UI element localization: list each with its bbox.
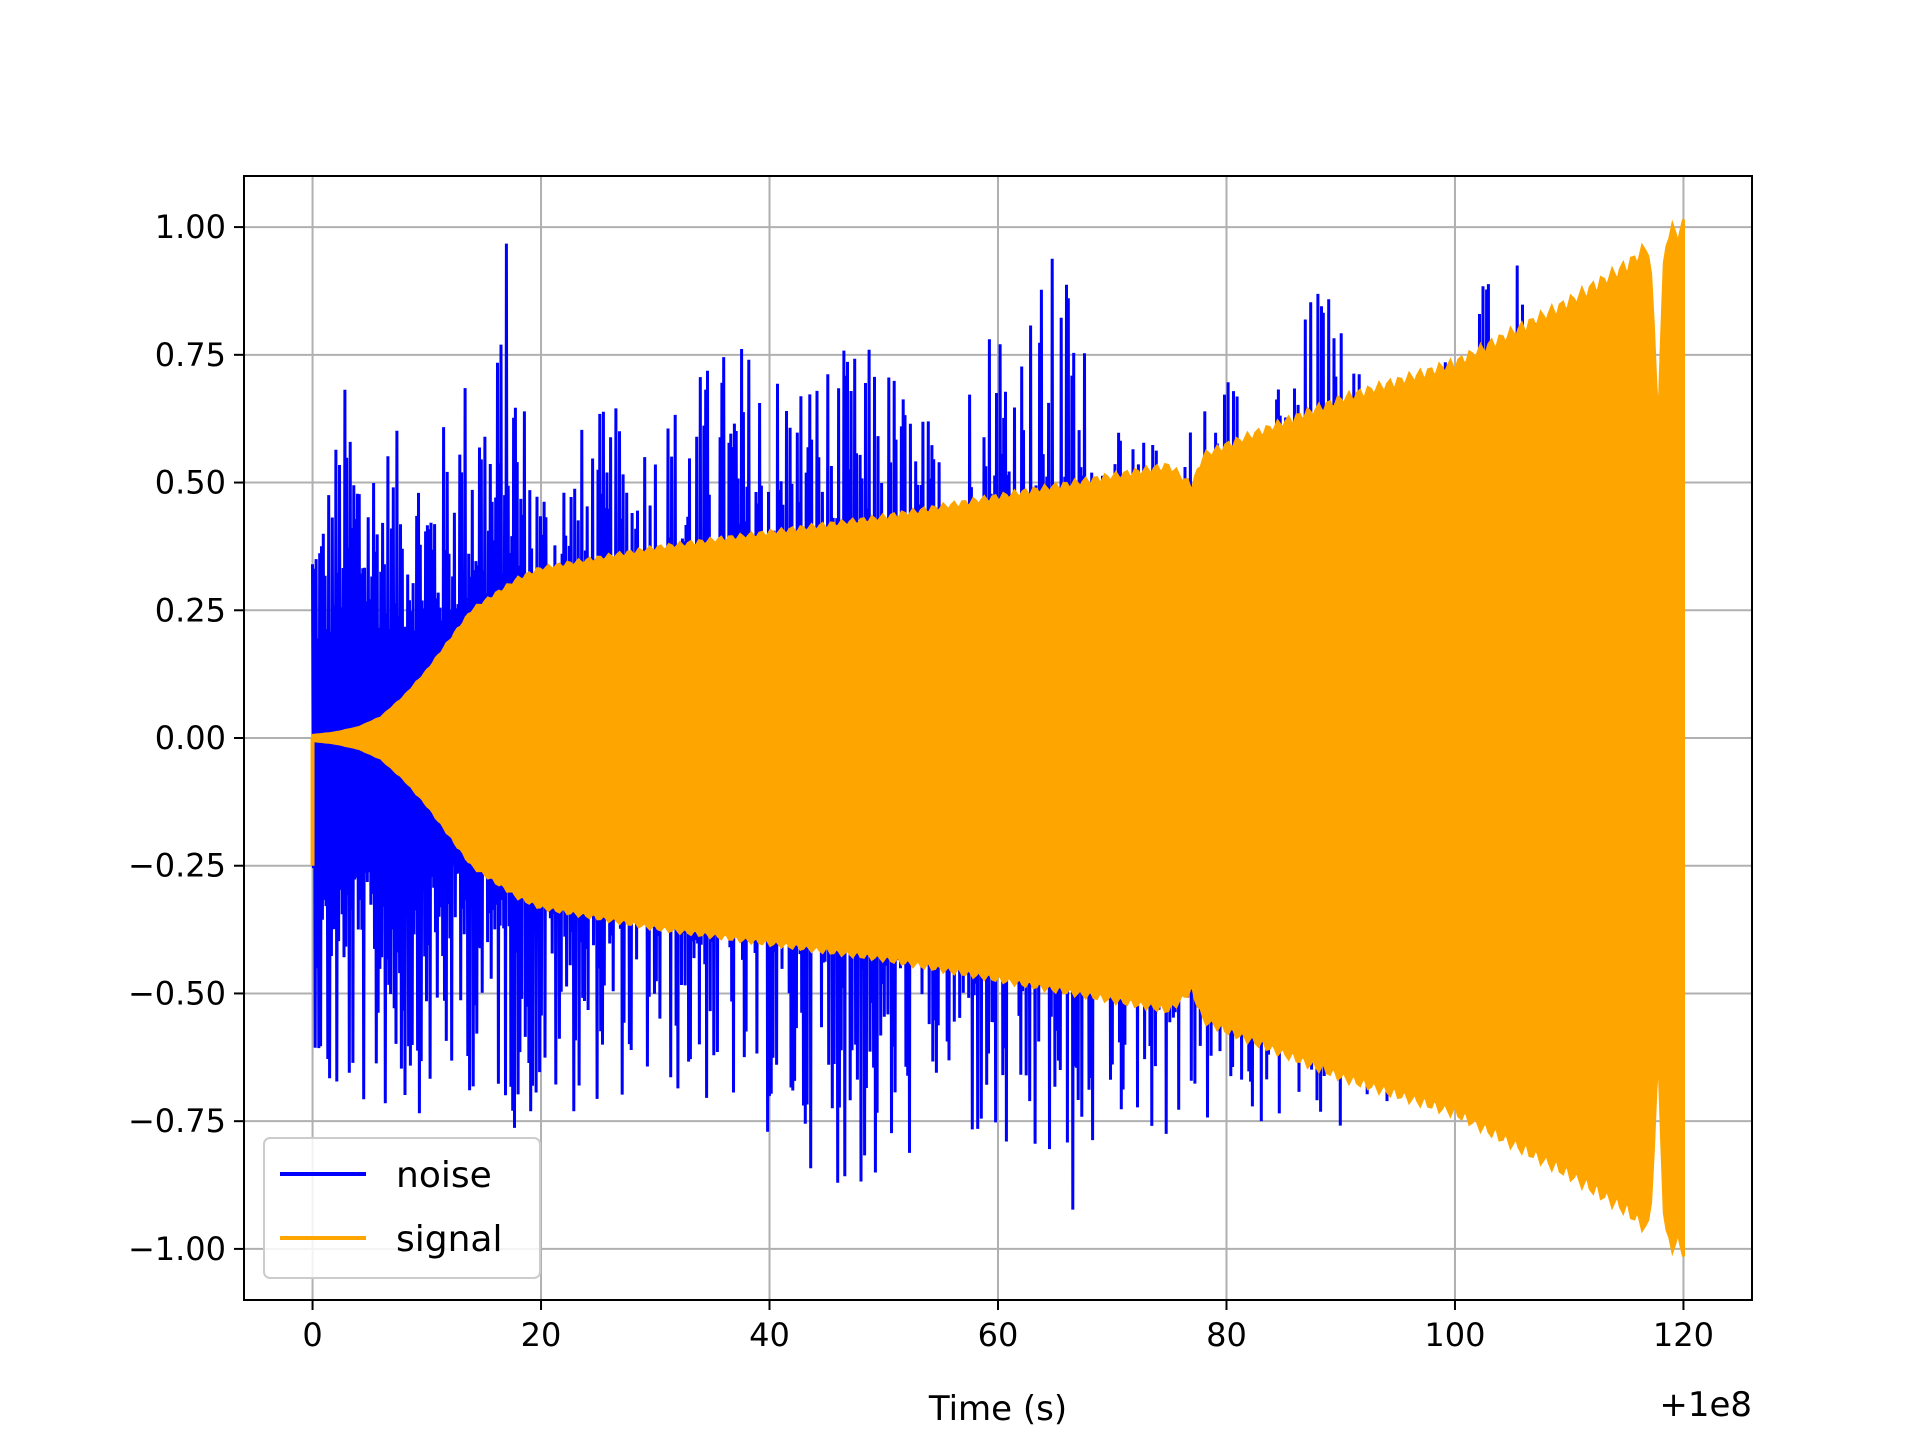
x-offset-label: +1e8 [1659, 1385, 1752, 1425]
y-tick-label: −0.75 [128, 1102, 226, 1140]
axis-ticks: 0 20 40 60 80 100 120 1.00 0.75 0.50 0.25 0.00 −0.25… [128, 208, 1714, 1354]
x-tick-label: 0 [302, 1316, 322, 1354]
signal-series-band [311, 219, 1685, 1257]
y-tick-label: 0.25 [155, 591, 226, 629]
x-tick-label: 20 [521, 1316, 562, 1354]
x-tick-label: 80 [1206, 1316, 1247, 1354]
y-tick-label: −1.00 [128, 1230, 226, 1268]
x-tick-label: 120 [1653, 1316, 1714, 1354]
plot-area [310, 219, 1685, 1257]
y-tick-label: −0.50 [128, 974, 226, 1012]
y-tick-label: 0.00 [155, 719, 226, 757]
legend: noise signal [263, 1137, 541, 1279]
x-tick-label: 100 [1424, 1316, 1485, 1354]
x-tick-label: 40 [749, 1316, 790, 1354]
x-tick-label: 60 [978, 1316, 1019, 1354]
y-tick-label: 0.75 [155, 336, 226, 374]
legend-noise-label: noise [396, 1155, 492, 1196]
x-axis-label: Time (s) [928, 1389, 1067, 1429]
y-tick-label: 1.00 [155, 208, 226, 246]
y-tick-label: 0.50 [155, 464, 226, 502]
legend-signal-label: signal [396, 1219, 503, 1260]
y-tick-label: −0.25 [128, 847, 226, 885]
